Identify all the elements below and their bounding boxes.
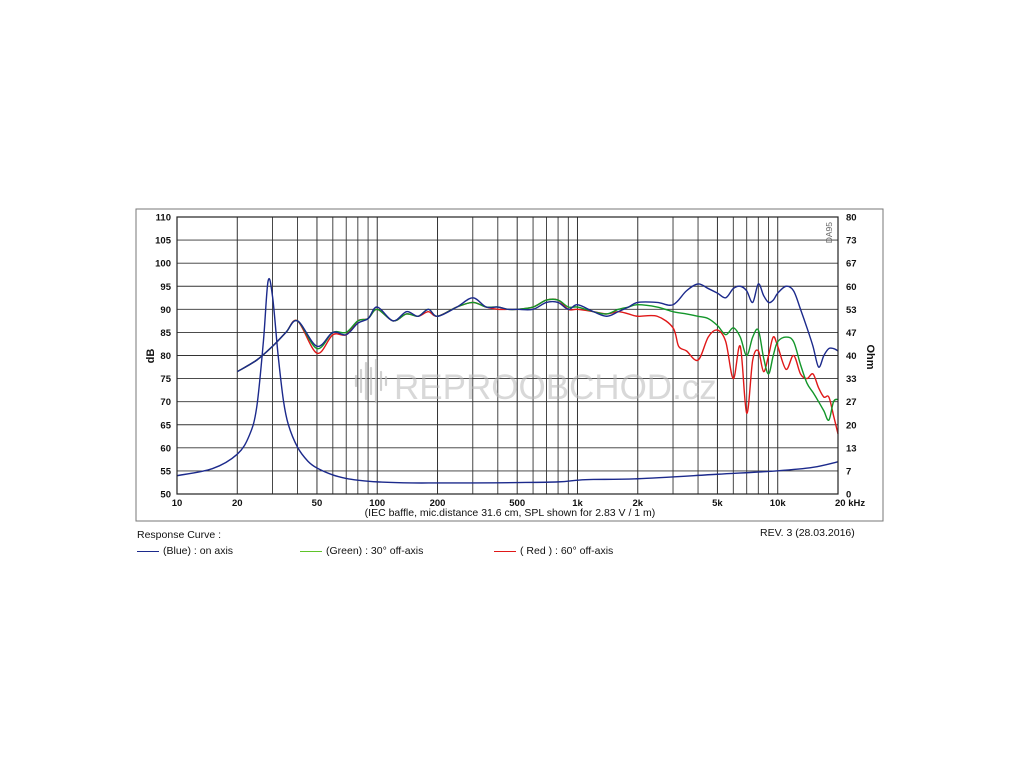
grid-lines [177,216,838,495]
y2-tick-label: 67 [846,259,857,270]
y2-tick-label: 47 [846,328,857,339]
y-tick-label: 60 [160,443,171,454]
y-axis-ticks-left: 50 55 60 65 70 75 80 85 90 95 100 105 110 [155,213,172,501]
legend-swatch-green [300,550,322,552]
legend-swatch-red [494,550,516,552]
x-tick-label: 10k [770,498,787,509]
x-tick-label: 1k [572,498,583,509]
y2-axis-label: Ohm [864,344,876,369]
x-tick-label: 10 [172,498,183,509]
legend-label-on-axis: (Blue) : on axis [163,545,234,557]
x-axis-ticks: 10 20 50 100 200 500 1k 2k 5k 10k 20 kHz [172,498,866,509]
y-tick-label: 70 [160,397,171,408]
series-layer [176,277,839,484]
x-tick-label: 500 [509,498,525,509]
y2-tick-label: 13 [846,443,857,454]
x-tick-label: 50 [312,498,323,509]
y2-tick-label: 27 [846,397,857,408]
x-tick-label: 20 kHz [835,498,865,509]
y2-tick-label: 53 [846,305,857,316]
legend-title: Response Curve : [137,529,222,541]
watermark: REPROOBCHOD.cz [394,368,717,407]
y2-tick-label: 33 [846,374,857,385]
y-tick-label: 55 [160,466,171,477]
y-tick-label: 85 [160,328,171,339]
x-tick-label: 100 [369,498,385,509]
y-tick-label: 75 [160,374,171,385]
legend-label-30-off-axis: (Green) : 30° off-axis [326,545,424,557]
y-tick-label: 110 [156,213,171,224]
y-axis-ticks-right: 0 7 13 20 27 33 40 47 53 60 67 73 80 [846,213,857,501]
y2-tick-label: 0 [846,490,851,501]
waveform-logo-icon [354,358,388,404]
y2-tick-label: 20 [846,420,857,431]
legend-item-30-off-axis: (Green) : 30° off-axis [300,545,423,557]
series-line-on-axis [236,283,839,373]
x-tick-label: 200 [430,498,446,509]
legend-label-60-off-axis: ( Red ) : 60° off-axis [520,545,614,557]
legend-item-60-off-axis: ( Red ) : 60° off-axis [494,545,613,557]
corner-label: DA95 [824,222,834,244]
y2-tick-label: 73 [846,236,857,247]
y-tick-label: 105 [155,236,172,247]
y-tick-label: 65 [160,420,171,431]
y-tick-label: 80 [160,351,171,362]
y-axis-label: dB [145,349,157,364]
x-tick-label: 5k [712,498,723,509]
y-tick-label: 50 [160,490,171,501]
y-tick-label: 100 [155,259,171,270]
y2-tick-label: 7 [846,466,851,477]
y2-tick-label: 60 [846,282,857,293]
y2-tick-label: 80 [846,213,857,224]
legend-item-on-axis: (Blue) : on axis [137,545,233,557]
revision-label: REV. 3 (28.03.2016) [760,527,855,539]
measurement-note: (IEC baffle, mic.distance 31.6 cm, SPL s… [365,507,656,519]
y-tick-label: 90 [160,305,171,316]
series-line-impedance [176,277,839,484]
y2-tick-label: 40 [846,351,857,362]
watermark-text: REPROOBCHOD.cz [394,368,717,407]
y-tick-label: 95 [160,282,171,293]
x-tick-label: 2k [632,498,643,509]
plot-frame [176,216,839,495]
x-tick-label: 20 [232,498,243,509]
legend-swatch-blue [137,550,159,552]
